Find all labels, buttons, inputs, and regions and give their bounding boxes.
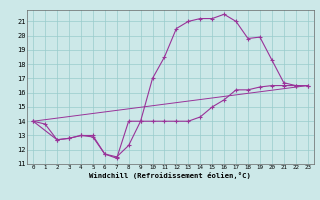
- X-axis label: Windchill (Refroidissement éolien,°C): Windchill (Refroidissement éolien,°C): [90, 172, 251, 179]
